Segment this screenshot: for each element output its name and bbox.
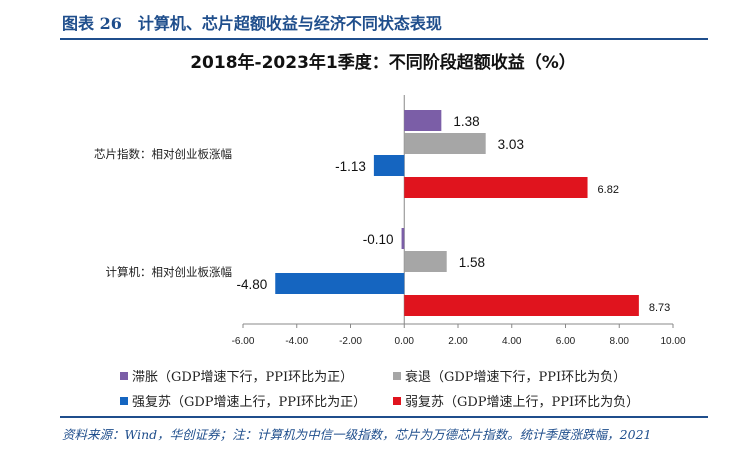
source-note: 资料来源：Wind，华创证券；注：计算机为中信一级指数，芯片为万德芯片指数。统计…: [62, 427, 652, 442]
x-tick-label: -6.00: [232, 336, 255, 347]
data-label: 1.38: [453, 114, 479, 129]
data-label: 3.03: [498, 137, 524, 152]
legend-swatch: [393, 396, 401, 405]
bar: [404, 133, 486, 154]
legend-swatch: [393, 371, 401, 380]
data-label: 1.58: [459, 255, 485, 270]
figure-title: 图表 26 计算机、芯片超额收益与经济不同状态表现: [62, 14, 442, 33]
bar: [404, 177, 588, 198]
data-label: 8.73: [649, 302, 670, 314]
x-tick-label: -4.00: [285, 336, 308, 347]
legend-label: 衰退（GDP增速下行，PPI环比为负）: [405, 370, 627, 385]
legend-item-2: 强复苏（GDP增速上行，PPI环比为正）: [120, 391, 366, 410]
x-tick-label: 0.00: [395, 336, 415, 347]
data-label: -4.80: [236, 277, 267, 292]
x-tick-label: 10.00: [660, 336, 685, 347]
x-tick-label: 2.00: [448, 336, 468, 347]
legend-item-3: 弱复苏（GDP增速上行，PPI环比为负）: [393, 391, 639, 410]
x-tick-label: 8.00: [610, 336, 630, 347]
legend-item-1: 衰退（GDP增速下行，PPI环比为负）: [393, 366, 626, 385]
legend-label: 滞胀（GDP增速下行，PPI环比为正）: [132, 370, 354, 385]
category-label: 计算机：相对创业板涨幅: [106, 265, 233, 279]
header-rule: [60, 38, 708, 40]
bar: [275, 273, 405, 294]
bar: [404, 251, 447, 272]
legend-item-0: 滞胀（GDP增速下行，PPI环比为正）: [120, 366, 353, 385]
legend-label: 弱复苏（GDP增速上行，PPI环比为负）: [405, 395, 640, 410]
x-tick-label: -2.00: [339, 336, 362, 347]
bar: [401, 228, 405, 249]
legend-swatch: [120, 396, 128, 405]
data-label: 6.82: [598, 184, 619, 196]
x-tick-label: 4.00: [502, 336, 522, 347]
x-tick-label: 6.00: [556, 336, 576, 347]
bar: [404, 110, 442, 131]
legend-label: 强复苏（GDP增速上行，PPI环比为正）: [132, 395, 367, 410]
chart-title: 2018年-2023年1季度：不同阶段超额收益（%）: [190, 52, 576, 73]
data-label: -1.13: [335, 159, 366, 174]
footer-rule: [60, 416, 708, 418]
bar: [373, 155, 405, 176]
data-label: -0.10: [363, 232, 394, 247]
bar: [404, 295, 639, 316]
category-label: 芯片指数：相对创业板涨幅: [94, 147, 232, 161]
legend-swatch: [120, 371, 128, 380]
